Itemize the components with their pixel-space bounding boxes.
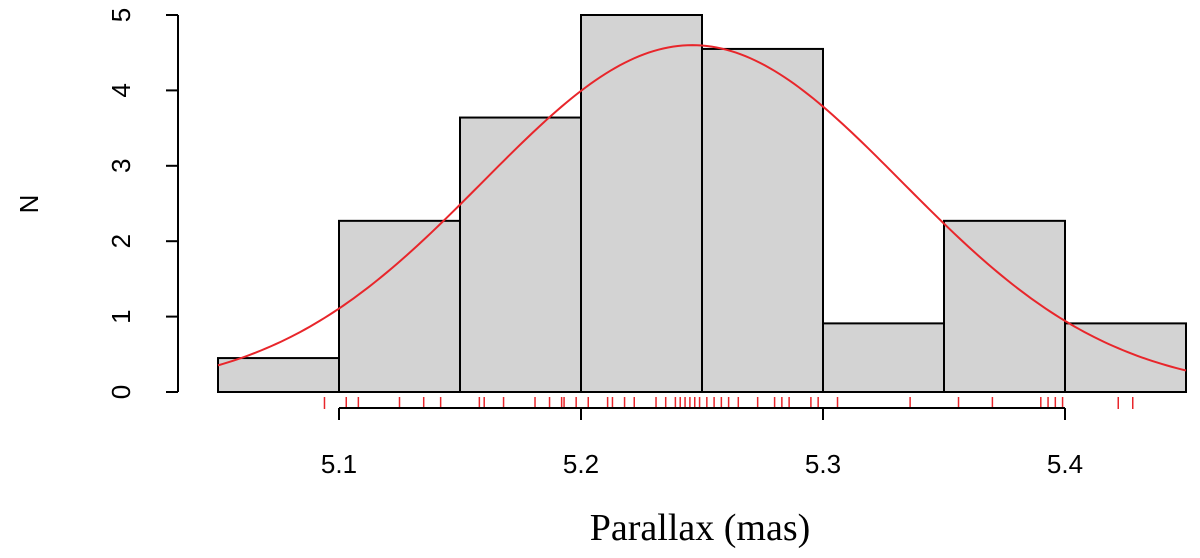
histogram-bar	[943, 219, 1066, 393]
histogram-bar	[580, 14, 703, 393]
y-tick-label: 2	[106, 234, 136, 248]
x-tick-label: 5.4	[1047, 449, 1083, 479]
histogram-bar	[459, 116, 582, 393]
y-axis-title: N	[14, 195, 44, 214]
x-tick-label: 5.1	[321, 449, 357, 479]
y-tick-label: 5	[106, 8, 136, 22]
y-tick-label: 4	[106, 83, 136, 97]
x-tick-label: 5.3	[805, 449, 841, 479]
histogram-bar	[1064, 322, 1187, 393]
histogram-bars	[217, 14, 1187, 394]
density-curve	[217, 44, 1187, 372]
x-axis-title: Parallax (mas)	[590, 507, 811, 549]
y-axis: 0 1 2 3 4 5	[106, 8, 179, 399]
histogram-bar	[217, 357, 340, 394]
histogram-bar	[701, 47, 824, 394]
y-tick-label: 0	[106, 385, 136, 399]
histogram-bar	[822, 322, 945, 393]
x-axis: 5.1 5.2 5.3 5.4	[321, 407, 1083, 479]
y-tick-label: 3	[106, 159, 136, 173]
histogram-bar	[338, 219, 461, 393]
y-tick-label: 1	[106, 309, 136, 323]
x-tick-label: 5.2	[563, 449, 599, 479]
